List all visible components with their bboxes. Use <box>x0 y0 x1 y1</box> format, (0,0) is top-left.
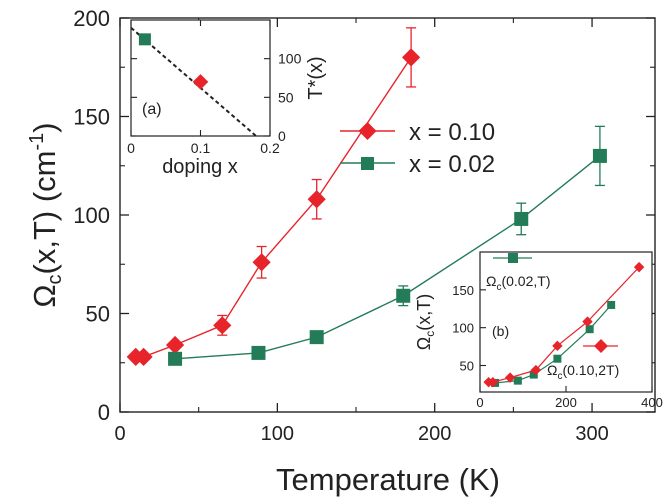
x-tick-label: 300 <box>575 423 608 445</box>
data-point <box>592 148 607 163</box>
inset-b-data-point <box>530 364 542 376</box>
inset-a-data-point <box>192 74 209 90</box>
inset-b-y-tick-labels: 50 100 150 <box>452 283 474 374</box>
main-legend: x = 0.10 x = 0.02 <box>340 119 495 178</box>
inset-a-data-point <box>138 33 151 46</box>
data-point <box>309 330 324 345</box>
inset-a-points <box>138 33 209 90</box>
inset-a-panel-label: (a) <box>142 101 162 118</box>
data-point <box>252 253 271 272</box>
legend-label-x010: x = 0.10 <box>409 119 495 146</box>
inset-b-data-point <box>607 300 616 309</box>
inset-a-x-tick-label: 0.2 <box>260 140 280 156</box>
inset-b-data-point <box>582 316 593 327</box>
series-x010 <box>126 27 421 366</box>
inset-a-y-tick-label: 100 <box>278 51 302 67</box>
inset-b-x-tick-label: 0 <box>476 395 483 410</box>
series-line <box>175 155 601 360</box>
inset-b-y-tick-label: 150 <box>452 283 474 298</box>
main-series <box>126 27 607 366</box>
inset-b-data-point <box>504 372 516 383</box>
y-tick-label: 200 <box>73 6 110 31</box>
inset-b-x-tick-labels: 0 200 400 <box>476 395 662 410</box>
data-point <box>402 48 421 67</box>
inset-b-series-red <box>483 261 645 388</box>
inset-a: 0 0.1 0.2 0 50 100 (a) doping x T*(x) <box>127 19 327 178</box>
y-tick-label: 50 <box>86 302 110 327</box>
inset-b-legend-marker-red <box>594 339 608 353</box>
inset-a-x-tick-label: 0.1 <box>191 140 211 156</box>
data-point <box>134 347 153 366</box>
inset-b-y-tick-label: 50 <box>460 359 474 374</box>
data-point <box>213 316 232 335</box>
inset-a-y-tick-label: 50 <box>278 89 294 105</box>
inset-b-label-green: Ωc(0.02,T) <box>486 273 550 293</box>
data-point <box>307 190 326 209</box>
inset-b-data-point <box>552 340 563 352</box>
inset-b-legend-marker-green <box>508 253 518 263</box>
legend-label-x002: x = 0.02 <box>409 151 495 178</box>
inset-a-y-tick-label: 0 <box>278 128 286 144</box>
x-tick-label: 200 <box>418 423 451 445</box>
inset-b-ticks <box>479 289 653 392</box>
inset-b-data-point <box>529 370 538 379</box>
data-point <box>251 345 266 360</box>
inset-b-data-point <box>585 325 594 334</box>
data-point <box>165 335 185 355</box>
legend-marker-x010 <box>358 122 377 140</box>
data-point <box>514 211 529 226</box>
inset-a-y-axis-label: T*(x) <box>305 56 327 99</box>
y-axis-label: Ωc(x,T) (cm-1) <box>26 122 66 307</box>
y-tick-label: 150 <box>73 105 110 130</box>
x-axis-label: Temperature (K) <box>276 462 500 497</box>
inset-b-data-point <box>487 376 499 388</box>
inset-b-label-red: Ωc(0.10,2T) <box>547 362 619 382</box>
inset-a-ticks <box>130 20 271 137</box>
inset-b-data-point <box>633 261 645 273</box>
inset-b-data-point <box>553 354 562 363</box>
x-tick-label: 100 <box>261 423 294 445</box>
inset-a-x-axis-label: doping x <box>162 156 238 178</box>
inset-b-frame <box>479 251 653 393</box>
main-y-tick-labels: 0 50 100 150 200 <box>73 6 110 425</box>
legend-marker-x002 <box>361 157 374 170</box>
inset-b-x-tick-label: 200 <box>555 395 577 410</box>
inset-b-panel-label: (b) <box>492 323 509 339</box>
y-tick-label: 100 <box>73 203 110 228</box>
inset-b-x-tick-label: 400 <box>641 395 663 410</box>
inset-b-data-point <box>513 376 522 385</box>
data-point <box>168 351 183 366</box>
data-point <box>396 288 411 303</box>
inset-b-y-tick-label: 100 <box>452 321 474 336</box>
inset-b-y-axis-label: Ωc(x,T) <box>414 294 437 350</box>
series-x002 <box>168 125 607 366</box>
inset-a-x-tick-label: 0 <box>127 140 135 156</box>
x-tick-label: 0 <box>114 423 125 445</box>
y-tick-label: 0 <box>98 400 110 425</box>
main-x-tick-labels: 0 100 200 300 <box>114 423 608 445</box>
inset-a-y-tick-labels: 0 50 100 <box>278 51 302 144</box>
inset-a-x-tick-labels: 0 0.1 0.2 <box>127 140 280 156</box>
inset-b-series <box>483 261 645 388</box>
